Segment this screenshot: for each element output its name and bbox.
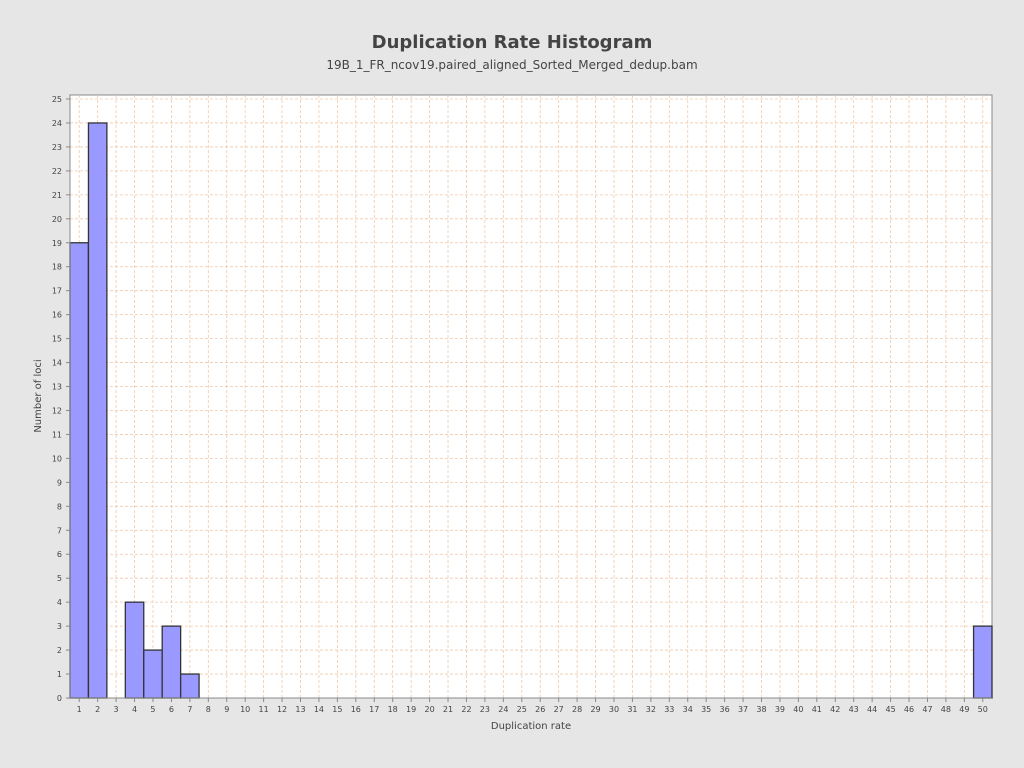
histogram-bar [972, 625, 993, 699]
histogram-bar [87, 122, 108, 699]
x-tick-label: 8 [206, 705, 211, 714]
x-tick-label: 13 [295, 705, 305, 714]
chart-subtitle: 19B_1_FR_ncov19.paired_aligned_Sorted_Me… [326, 58, 697, 72]
y-tick-label: 1 [57, 670, 62, 679]
x-tick-label: 4 [132, 705, 137, 714]
axes [69, 95, 992, 699]
y-tick-label: 0 [57, 694, 62, 703]
x-tick-label: 11 [259, 705, 269, 714]
x-tick-label: 30 [609, 705, 619, 714]
y-tick-label: 15 [52, 335, 62, 344]
x-tick-label: 12 [277, 705, 287, 714]
x-tick-label: 34 [683, 705, 693, 714]
x-tick-label: 24 [498, 705, 508, 714]
y-axis-ticks: 0123456789101112131415161718192021222324… [52, 95, 70, 703]
x-tick-label: 20 [424, 705, 434, 714]
histogram-bar [143, 649, 163, 699]
y-tick-label: 12 [52, 406, 62, 415]
x-tick-label: 16 [351, 705, 361, 714]
y-tick-label: 3 [57, 622, 62, 631]
y-tick-label: 6 [57, 550, 62, 559]
x-tick-label: 49 [959, 705, 969, 714]
x-tick-label: 15 [332, 705, 342, 714]
y-tick-label: 24 [52, 119, 62, 128]
y-tick-label: 10 [52, 454, 62, 463]
x-tick-label: 28 [572, 705, 582, 714]
x-tick-label: 41 [812, 705, 822, 714]
y-tick-label: 13 [52, 383, 62, 392]
x-tick-label: 22 [461, 705, 471, 714]
y-tick-label: 4 [57, 598, 62, 607]
y-tick-label: 21 [52, 191, 62, 200]
x-tick-label: 33 [664, 705, 674, 714]
y-tick-label: 11 [52, 430, 62, 439]
x-tick-label: 25 [517, 705, 527, 714]
histogram-bar [124, 601, 145, 699]
x-tick-label: 27 [554, 705, 564, 714]
chart-title: Duplication Rate Histogram [372, 32, 653, 53]
x-tick-label: 38 [756, 705, 766, 714]
x-tick-label: 3 [114, 705, 119, 714]
y-tick-label: 20 [52, 215, 62, 224]
x-tick-label: 35 [701, 705, 711, 714]
histogram-bar [179, 673, 200, 699]
plot-area [69, 94, 993, 699]
histogram-bar [69, 242, 90, 699]
x-tick-label: 45 [885, 705, 895, 714]
x-tick-label: 7 [187, 705, 192, 714]
y-tick-label: 16 [52, 311, 62, 320]
x-axis-ticks: 1 2 3 4 5 6 7 8 9 10 11 12 13 14 15 16 17 18 19 20 21 22 23 24 2… [77, 698, 988, 714]
y-tick-label: 5 [57, 574, 62, 583]
y-tick-label: 8 [57, 502, 62, 511]
x-tick-label: 47 [922, 705, 932, 714]
x-tick-label: 19 [406, 705, 416, 714]
x-tick-label: 17 [369, 705, 379, 714]
x-tick-label: 6 [169, 705, 174, 714]
x-tick-label: 43 [849, 705, 859, 714]
x-tick-label: 29 [590, 705, 600, 714]
x-tick-label: 5 [150, 705, 155, 714]
x-tick-label: 26 [535, 705, 545, 714]
x-tick-label: 21 [443, 705, 453, 714]
y-tick-label: 17 [52, 287, 62, 296]
x-tick-label: 31 [627, 705, 637, 714]
y-tick-label: 2 [57, 646, 62, 655]
x-tick-label: 37 [738, 705, 748, 714]
y-tick-label: 25 [52, 95, 62, 104]
y-axis-label: Number of loci [33, 359, 44, 432]
x-tick-label: 32 [646, 705, 656, 714]
x-tick-label: 42 [830, 705, 840, 714]
x-tick-label: 39 [775, 705, 785, 714]
y-tick-label: 22 [52, 167, 62, 176]
x-tick-label: 23 [480, 705, 490, 714]
x-tick-label: 2 [95, 705, 100, 714]
y-tick-label: 23 [52, 143, 62, 152]
x-tick-label: 14 [314, 705, 324, 714]
y-tick-label: 14 [52, 359, 62, 368]
x-tick-label: 46 [904, 705, 914, 714]
x-axis-label: Duplication rate [491, 721, 571, 732]
x-tick-label: 48 [941, 705, 951, 714]
x-tick-label: 18 [388, 705, 398, 714]
x-tick-label: 1 [77, 705, 82, 714]
histogram-bar [161, 625, 182, 699]
y-tick-label: 7 [57, 526, 62, 535]
x-tick-label: 36 [720, 705, 730, 714]
x-tick-label: 10 [240, 705, 250, 714]
y-tick-label: 9 [57, 478, 62, 487]
y-tick-label: 18 [52, 263, 62, 272]
x-tick-label: 9 [224, 705, 229, 714]
x-tick-label: 40 [793, 705, 803, 714]
y-tick-label: 19 [52, 239, 62, 248]
x-tick-label: 50 [978, 705, 988, 714]
x-tick-label: 44 [867, 705, 877, 714]
